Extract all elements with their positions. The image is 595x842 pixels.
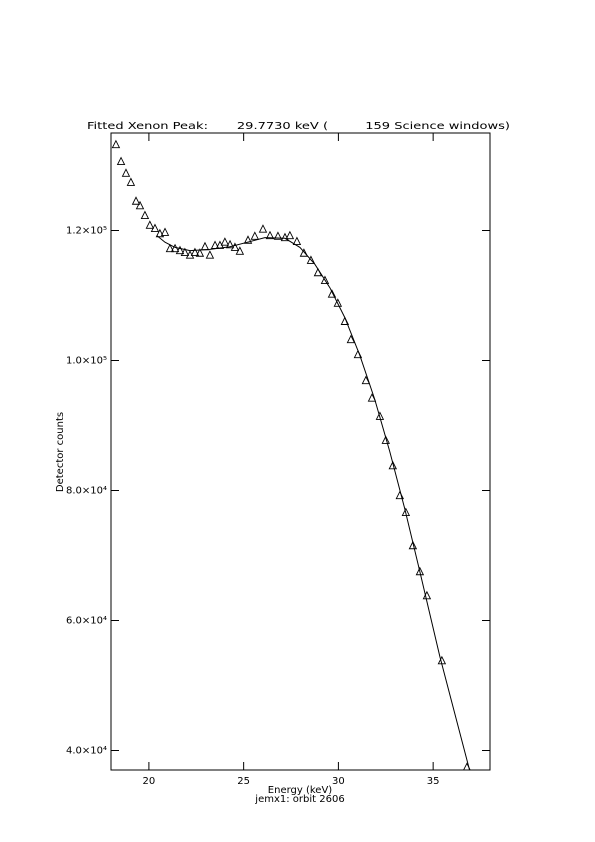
- data-point: [285, 230, 295, 240]
- data-point: [140, 210, 150, 220]
- data-point: [190, 247, 200, 257]
- y-tick-label: 1.2×10⁵: [66, 226, 107, 237]
- y-tick-label: 4.0×10⁴: [66, 746, 107, 757]
- data-point: [205, 250, 215, 259]
- data-point: [150, 223, 160, 233]
- data-point: [155, 228, 165, 238]
- data-point: [220, 237, 230, 246]
- plot-area: [111, 139, 471, 770]
- data-point: [401, 507, 411, 517]
- data-point: [111, 139, 121, 149]
- data-point: [292, 236, 302, 246]
- x-tick-label: 20: [143, 776, 156, 787]
- data-point: [327, 289, 337, 298]
- data-point: [225, 239, 235, 249]
- y-tick-label: 1.0×10⁵: [66, 356, 107, 367]
- x-tick-label: 35: [427, 776, 440, 787]
- y-tick-label: 6.0×10⁴: [66, 616, 107, 627]
- x-tick-label: 30: [332, 776, 345, 787]
- y-axis-label: Detector counts: [55, 412, 66, 492]
- data-point: [126, 177, 136, 186]
- data-point: [180, 247, 190, 257]
- y-tick-label: 8.0×10⁴: [66, 486, 107, 497]
- data-point: [135, 200, 145, 210]
- x-tick-label: 25: [237, 776, 250, 787]
- data-point: [320, 275, 330, 284]
- data-point: [299, 248, 309, 257]
- data-point: [265, 230, 275, 240]
- data-point: [116, 156, 126, 166]
- data-point: [250, 231, 260, 240]
- data-point: [121, 168, 131, 177]
- x-axis-label: Energy (keV): [268, 785, 333, 796]
- data-point: [273, 231, 283, 240]
- data-point: [160, 227, 170, 236]
- data-point: [388, 460, 398, 470]
- data-point: [145, 220, 155, 229]
- chart-title: Fitted Xenon Peak: 29.7730 keV ( 159 Sci…: [87, 121, 510, 132]
- data-point: [381, 435, 391, 444]
- plot-frame: [110, 132, 491, 771]
- data-point: [375, 411, 385, 420]
- data-point: [408, 540, 418, 550]
- data-point: [230, 242, 240, 251]
- data-point: [131, 196, 141, 205]
- data-point: [165, 243, 175, 253]
- data-point: [306, 255, 316, 264]
- data-point: [333, 298, 343, 307]
- data-point: [415, 566, 425, 576]
- data-point: [346, 334, 356, 344]
- subtitle: jemx1: orbit 2606: [254, 794, 344, 805]
- data-point: [235, 246, 245, 255]
- fit-line: [156, 235, 471, 770]
- data-point: [361, 375, 371, 385]
- data-point: [258, 224, 268, 233]
- data-point: [243, 235, 253, 244]
- data-point: [195, 248, 205, 257]
- data-point: [175, 245, 185, 255]
